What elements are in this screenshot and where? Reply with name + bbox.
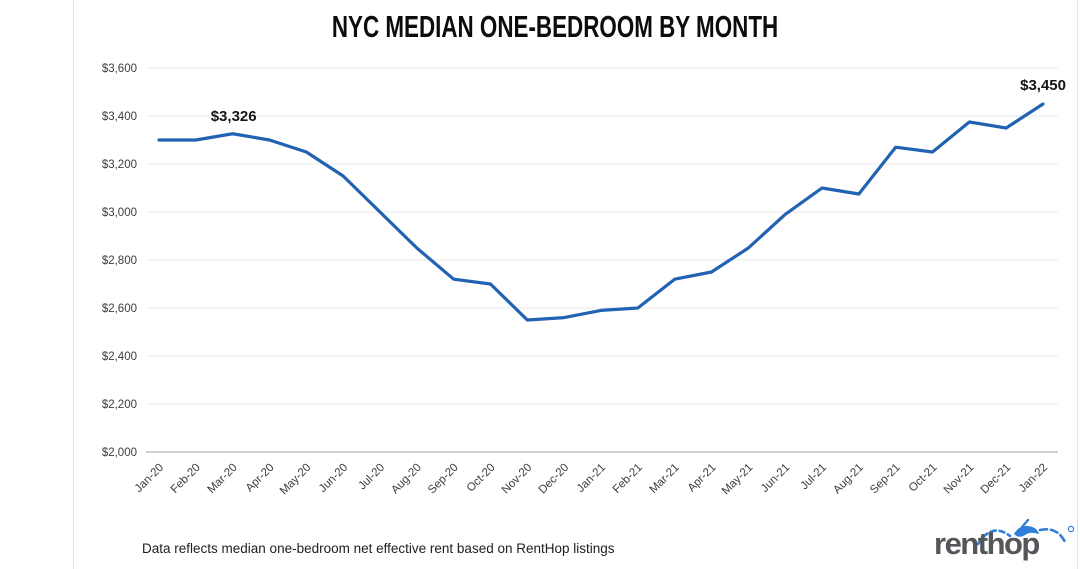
x-tick-label: Aug-21 bbox=[831, 462, 866, 497]
rent-line-series bbox=[157, 102, 1045, 322]
x-tick-label: Sep-21 bbox=[868, 462, 903, 497]
x-tick-label: Jul-21 bbox=[798, 462, 829, 493]
x-tick-label: Aug-20 bbox=[389, 462, 424, 497]
x-tick-label: Apr-21 bbox=[686, 462, 719, 495]
x-tick-label: Jun-20 bbox=[317, 462, 350, 495]
y-tick-label: $2,400 bbox=[102, 351, 137, 363]
x-tick-label: Nov-20 bbox=[500, 462, 535, 497]
x-tick-label: May-21 bbox=[720, 462, 756, 498]
x-tick-label: Apr-20 bbox=[244, 462, 277, 495]
x-tick-label: Dec-21 bbox=[979, 462, 1014, 497]
x-tick-label: May-20 bbox=[278, 462, 314, 498]
renthop-bunny-icon bbox=[976, 518, 1075, 546]
y-tick-label: $2,800 bbox=[102, 255, 137, 267]
data-label-annotation: $3,326 bbox=[211, 108, 257, 125]
y-tick-label: $2,000 bbox=[102, 447, 137, 459]
x-tick-label: Mar-20 bbox=[206, 462, 240, 496]
x-tick-label: Jan-22 bbox=[1017, 462, 1050, 495]
x-tick-label: Oct-21 bbox=[907, 462, 940, 495]
data-label-annotation: $3,450 bbox=[1020, 77, 1066, 94]
x-tick-label: Jan-20 bbox=[133, 462, 166, 495]
x-tick-label: Sep-20 bbox=[426, 462, 461, 497]
x-tick-label: Jun-21 bbox=[759, 462, 792, 495]
y-tick-label: $3,600 bbox=[102, 63, 137, 75]
renthop-logo: renthop bbox=[926, 516, 1078, 566]
y-tick-label: $3,400 bbox=[102, 111, 137, 123]
x-tick-label: Jul-20 bbox=[356, 462, 387, 493]
x-tick-label: Jan-21 bbox=[575, 462, 608, 495]
x-tick-label: Dec-20 bbox=[537, 462, 572, 497]
card-left-border bbox=[73, 0, 74, 569]
y-tick-label: $3,200 bbox=[102, 159, 137, 171]
card-right-border bbox=[1077, 0, 1078, 569]
x-tick-label: Feb-20 bbox=[169, 462, 203, 496]
x-tick-label: Oct-20 bbox=[465, 462, 498, 495]
footer-note: Data reflects median one-bedroom net eff… bbox=[142, 541, 615, 556]
y-tick-label: $3,000 bbox=[102, 207, 137, 219]
y-tick-label: $2,200 bbox=[102, 399, 137, 411]
chart-title: NYC MEDIAN ONE-BEDROOM BY MONTH bbox=[331, 10, 779, 44]
x-tick-label: Mar-21 bbox=[648, 462, 682, 496]
y-tick-label: $2,600 bbox=[102, 303, 137, 315]
x-tick-label: Nov-21 bbox=[942, 462, 977, 497]
x-tick-label: Feb-21 bbox=[611, 462, 645, 496]
renthop-logo-text: renthop bbox=[934, 526, 1040, 561]
